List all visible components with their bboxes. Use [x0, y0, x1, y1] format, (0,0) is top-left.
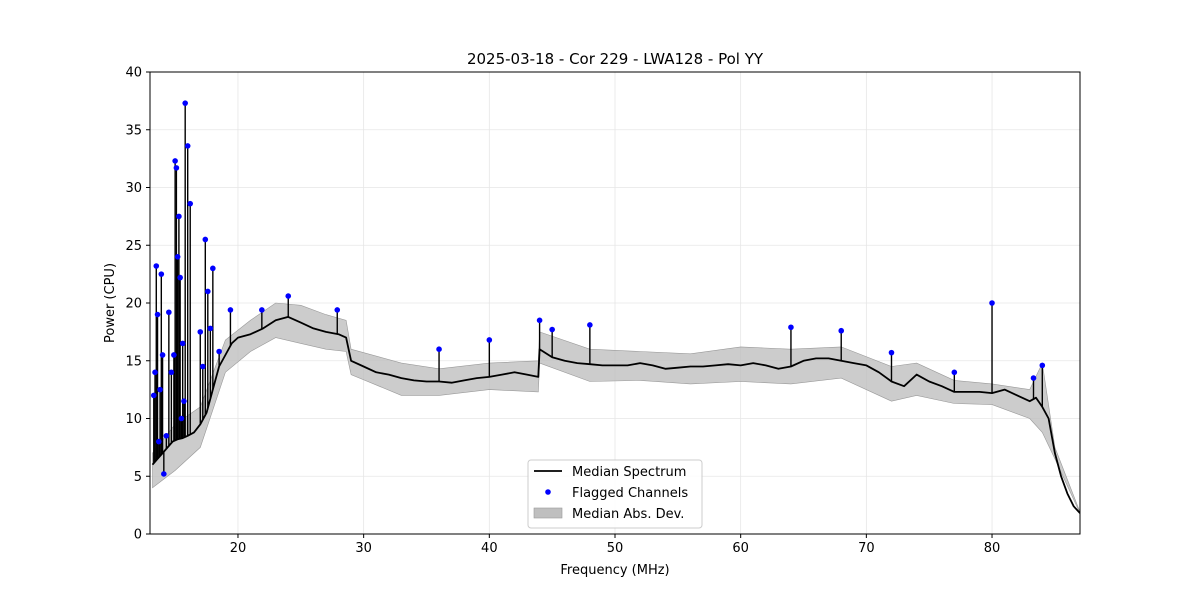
flagged-channel-point	[951, 369, 958, 376]
mad-band	[152, 302, 1080, 514]
flagged-channel-point	[888, 349, 895, 356]
chart-title: 2025-03-18 - Cor 229 - LWA128 - Pol YY	[467, 50, 764, 68]
flagged-channel-point	[1030, 375, 1037, 381]
x-tick-label: 80	[984, 541, 1001, 556]
flagged-channel-point	[159, 352, 166, 358]
y-axis: 0 5 10 15 20 25 30 35 40	[125, 66, 150, 543]
flagged-channel-point	[163, 433, 170, 439]
legend-mad-swatch	[533, 507, 563, 519]
flagged-channel-point	[172, 158, 178, 164]
flagged-channel-point	[171, 352, 177, 358]
flagged-channel-point	[154, 311, 161, 318]
flagged-channel-point	[187, 200, 194, 207]
flagged-channel-point	[155, 438, 162, 445]
y-tick-label: 25	[125, 239, 142, 254]
flagged-channel-point	[176, 213, 182, 220]
flagged-channel-point	[202, 236, 209, 243]
flagged-channel-point	[178, 415, 185, 422]
median-spectrum-line	[151, 316, 1080, 514]
flagged-channel-point	[152, 369, 158, 376]
legend: Median Spectrum Flagged Channels Median …	[527, 459, 703, 529]
flagged-channel-point	[181, 398, 187, 404]
y-tick-label: 0	[134, 528, 142, 543]
flagged-channel-point	[285, 293, 292, 299]
flagged-channel-point	[205, 288, 211, 295]
flagged-channel-point	[259, 307, 265, 313]
legend-flagged-label: Flagged Channels	[572, 486, 688, 501]
flagged-channel-point	[536, 317, 543, 324]
y-tick-label: 35	[125, 123, 142, 138]
flagged-channel-point	[436, 346, 442, 353]
flagged-channel-point	[216, 348, 222, 355]
flagged-channel-point	[161, 471, 167, 477]
flagged-channel-points	[150, 100, 1046, 477]
flagged-channel-point	[227, 307, 234, 313]
flagged-channel-point	[174, 253, 181, 260]
flagged-channel-point	[177, 274, 183, 281]
x-tick-label: 60	[732, 541, 749, 556]
plot-area	[150, 100, 1080, 514]
flagged-channel-point	[166, 309, 172, 316]
y-tick-label: 20	[125, 297, 142, 312]
x-tick-label: 40	[481, 541, 498, 556]
flagged-channel-point	[1039, 362, 1046, 369]
x-axis: 20 30 40 50 60 70 80	[230, 534, 1001, 556]
y-tick-label: 40	[125, 66, 142, 81]
flagged-channel-point	[334, 307, 341, 313]
legend-box	[527, 459, 703, 529]
flagged-channel-point	[587, 322, 593, 328]
flagged-channel-point	[989, 300, 995, 306]
legend-flagged-swatch	[545, 489, 551, 495]
x-axis-label: Frequency (MHz)	[560, 563, 669, 578]
x-tick-label: 30	[355, 541, 372, 556]
y-tick-label: 30	[125, 181, 142, 196]
flagged-channel-point	[197, 329, 204, 335]
flagged-channel-point	[486, 337, 493, 343]
flagged-channel-point	[199, 363, 206, 370]
flagged-channel-point	[549, 326, 555, 333]
flagged-channel-point	[158, 271, 165, 277]
legend-mad-label: Median Abs. Dev.	[572, 507, 684, 522]
flagged-channel-point	[168, 369, 175, 376]
flagged-channel-point	[150, 392, 157, 399]
x-tick-label: 70	[858, 541, 875, 556]
flagged-channel-point	[182, 100, 188, 106]
flagged-channel-point	[207, 325, 214, 332]
y-tick-label: 5	[134, 470, 142, 485]
flagged-channel-point	[173, 165, 180, 171]
flagged-channel-point	[153, 263, 160, 269]
flagged-channel-point	[179, 340, 186, 347]
legend-median-label: Median Spectrum	[572, 465, 686, 480]
flagged-channel-point	[157, 386, 163, 393]
y-axis-label: Power (CPU)	[103, 263, 118, 343]
flagged-channel-point	[184, 143, 191, 149]
flagged-channel-point	[210, 265, 216, 272]
x-tick-label: 20	[230, 541, 247, 556]
flagged-channel-point	[788, 324, 794, 331]
y-tick-label: 10	[125, 412, 142, 427]
x-tick-label: 50	[607, 541, 624, 556]
y-tick-label: 15	[125, 354, 142, 369]
flagged-channel-point	[838, 327, 845, 334]
